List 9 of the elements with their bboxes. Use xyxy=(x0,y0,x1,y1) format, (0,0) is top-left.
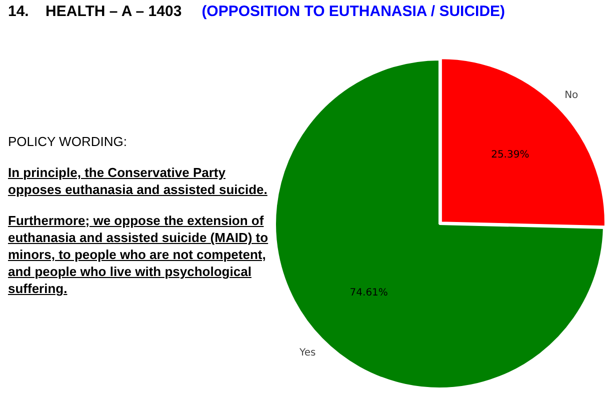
text: 14. HEALTH – A – 1403 xyxy=(8,3,182,20)
data-label: 74.61% xyxy=(350,288,388,299)
chart-subtitle: (OPPOSITION TO EUTHANASIA / SUICIDE) xyxy=(202,3,506,20)
text: In principle, the Conservative Party opposes euthanasia and assisted suicide. xyxy=(8,164,268,198)
text: POLICY WORDING: xyxy=(8,133,128,150)
data-label: 25.39% xyxy=(491,150,530,161)
slice-label: No xyxy=(564,90,578,101)
text: Furthermore; we oppose the extension of euthanasia and assisted suicide (MAID) to minors, to people who are not competent, and people who live with psychological suffering. xyxy=(8,212,270,297)
slice-label: Yes xyxy=(298,347,316,358)
